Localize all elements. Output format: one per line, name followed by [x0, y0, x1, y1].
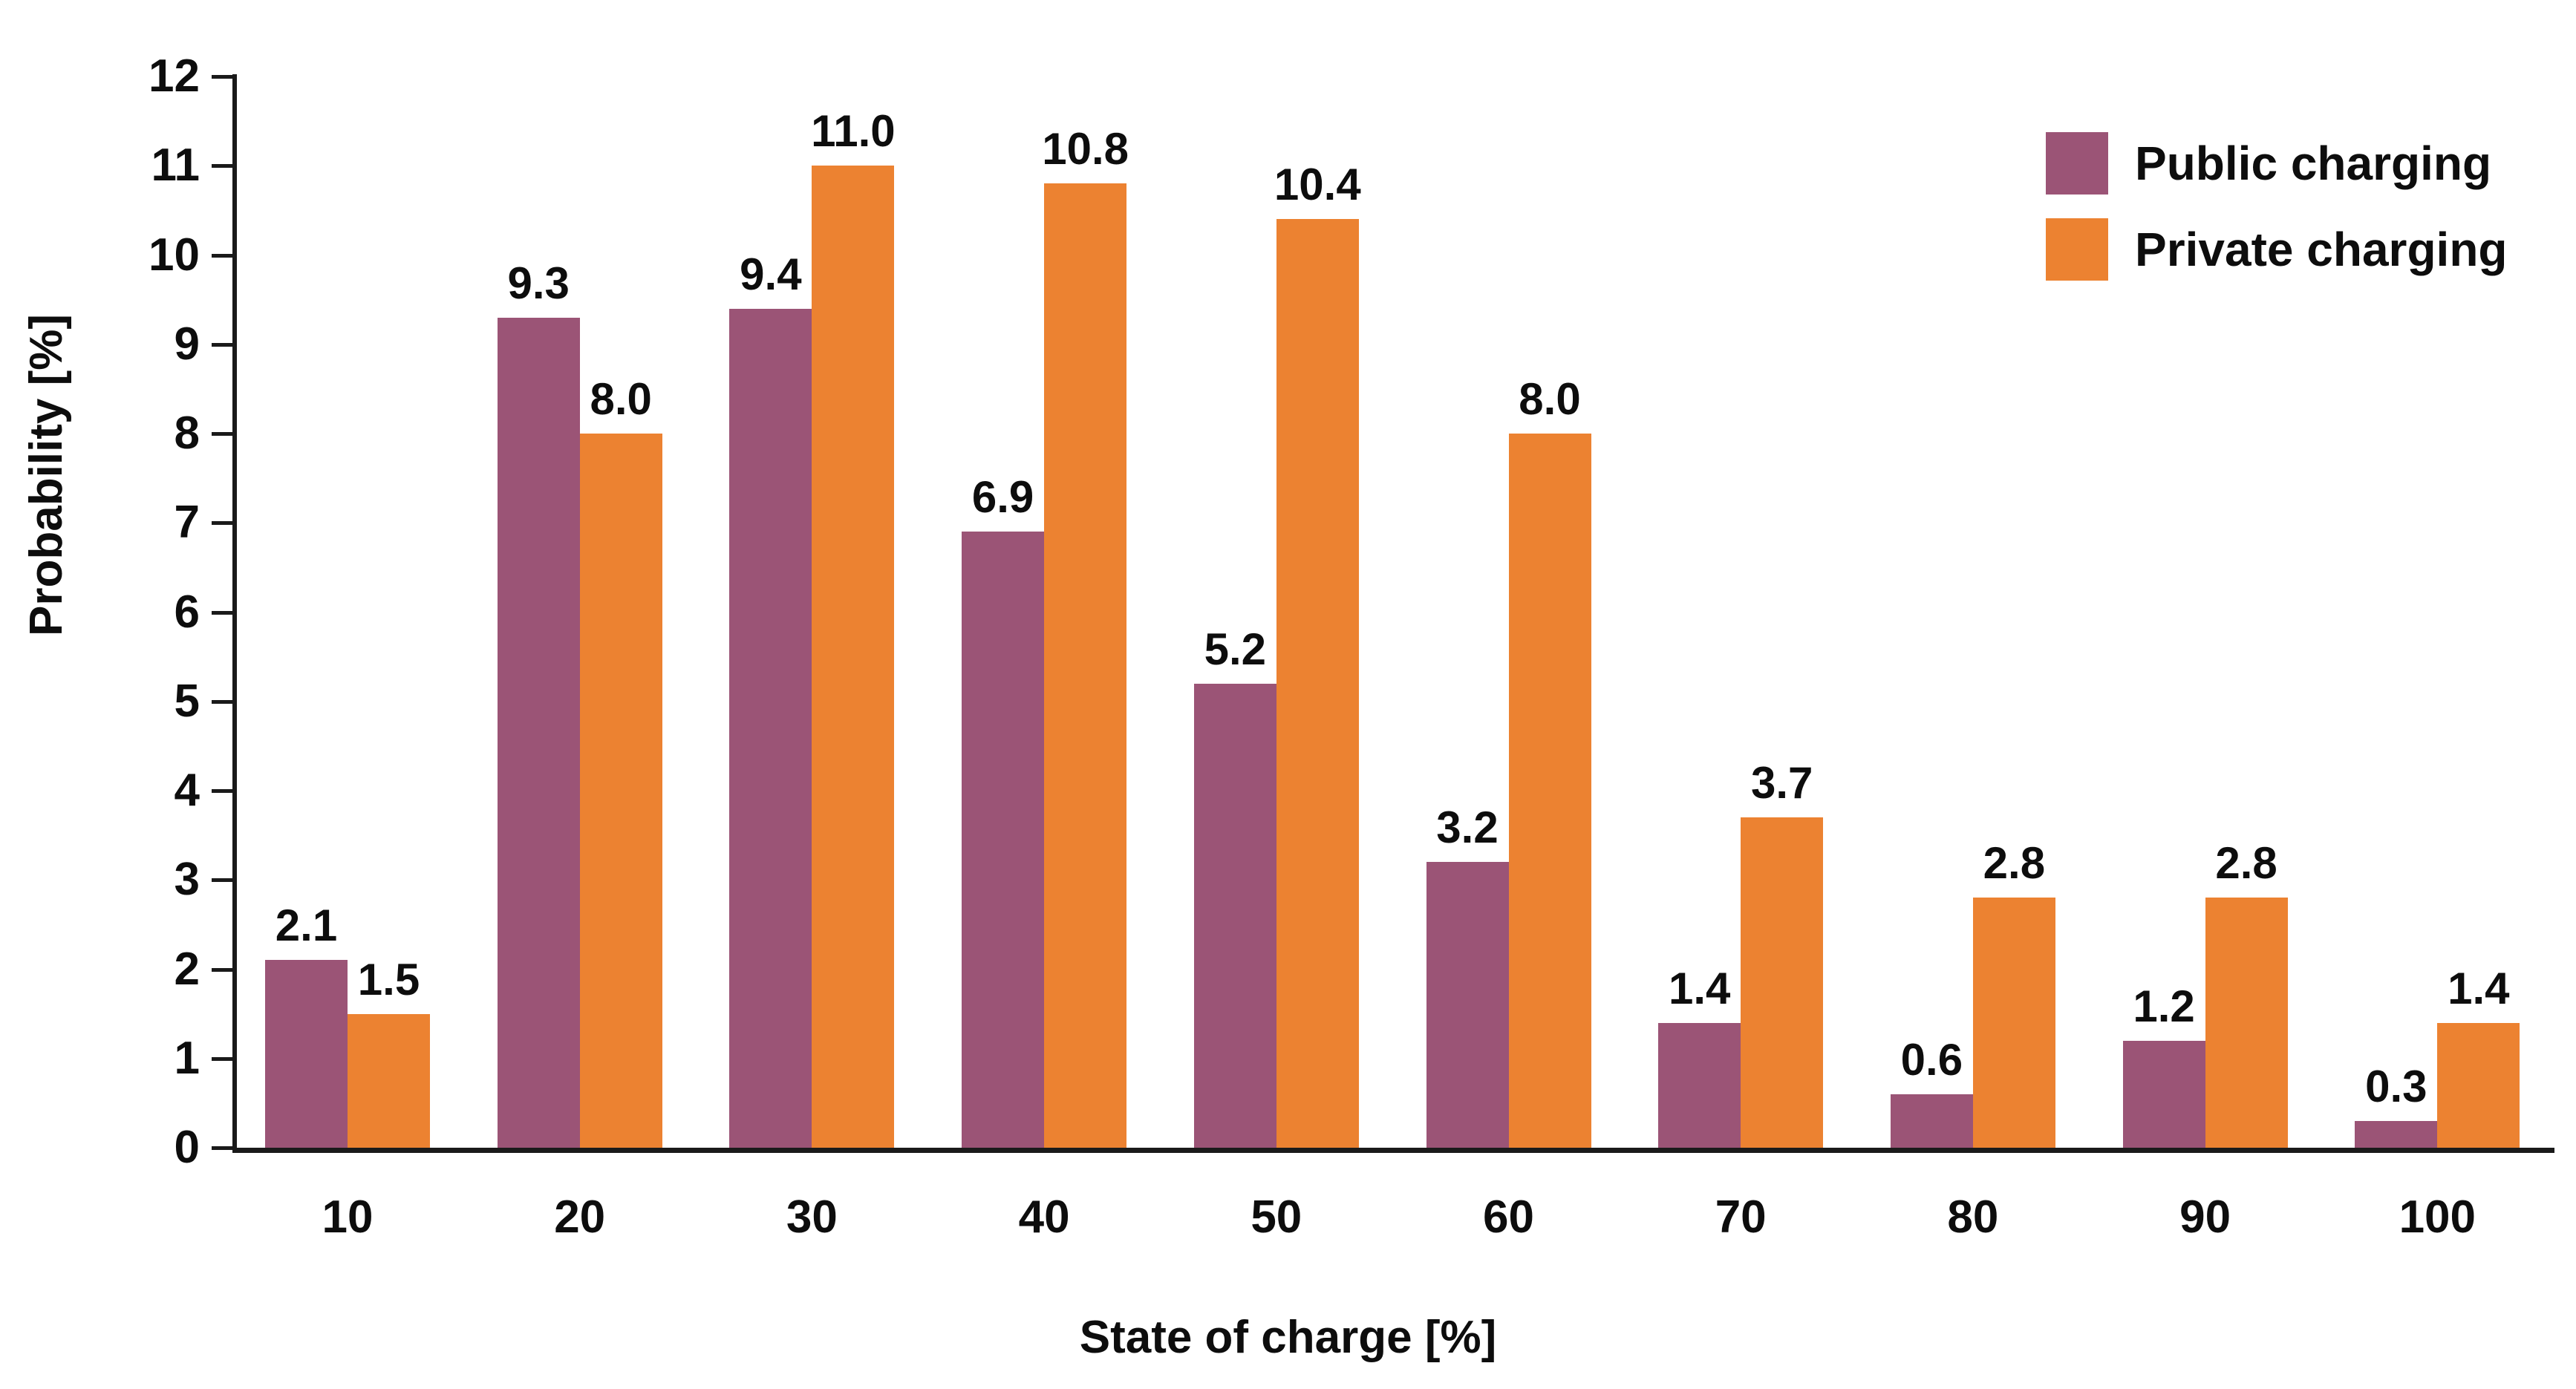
- bar-public-90: [2122, 1040, 2205, 1148]
- bar-public-80: [1890, 1094, 1973, 1148]
- legend-item-public-charging: Public charging: [2046, 132, 2508, 195]
- y-tick-label: 12: [149, 50, 200, 102]
- y-tick-label: 0: [174, 1122, 200, 1173]
- bar-private-10: [348, 1013, 430, 1148]
- legend-label: Private charging: [2135, 223, 2508, 276]
- y-tick-label: 9: [174, 318, 200, 370]
- y-tick-mark: [212, 164, 232, 169]
- x-axis-line: [232, 1148, 2554, 1153]
- x-category-label: 100: [2399, 1192, 2476, 1243]
- y-tick-label: 1: [174, 1032, 200, 1084]
- y-tick-label: 4: [174, 765, 200, 816]
- bar-value-label: 3.7: [1750, 758, 1813, 808]
- bar-value-label: 2.1: [275, 901, 338, 951]
- bar-value-label: 9.4: [740, 249, 802, 299]
- bar-public-100: [2355, 1120, 2438, 1148]
- y-tick-mark: [212, 1056, 232, 1061]
- y-axis-line: [232, 74, 237, 1152]
- bar-value-label: 1.5: [357, 954, 420, 1004]
- bar-private-30: [812, 166, 895, 1148]
- y-tick-mark: [212, 1146, 232, 1150]
- bar-value-label: 5.2: [1204, 624, 1266, 674]
- x-category-label: 40: [1018, 1192, 1070, 1243]
- y-tick-mark: [212, 253, 232, 258]
- bar-public-50: [1193, 683, 1276, 1148]
- bar-value-label: 11.0: [811, 106, 896, 157]
- x-category-label: 30: [786, 1192, 838, 1243]
- bar-private-60: [1508, 434, 1591, 1148]
- bar-value-label: 6.9: [971, 472, 1034, 523]
- bar-private-90: [2205, 898, 2288, 1148]
- y-tick-label: 3: [174, 854, 200, 906]
- y-tick-label: 5: [174, 675, 200, 727]
- bar-value-label: 9.3: [507, 258, 570, 308]
- bar-public-40: [962, 532, 1045, 1148]
- x-category-label: 90: [2179, 1192, 2231, 1243]
- x-category-label: 80: [1947, 1192, 1999, 1243]
- bar-value-label: 10.8: [1042, 124, 1129, 174]
- bar-value-label: 3.2: [1436, 803, 1499, 853]
- y-tick-label: 8: [174, 408, 200, 459]
- bar-value-label: 10.4: [1274, 160, 1361, 210]
- bar-private-40: [1044, 183, 1127, 1148]
- x-axis-title: State of charge [%]: [1079, 1312, 1497, 1363]
- y-tick-mark: [212, 342, 232, 347]
- y-tick-mark: [212, 75, 232, 79]
- y-tick-mark: [212, 699, 232, 704]
- x-category-label: 50: [1250, 1192, 1302, 1243]
- bar-private-70: [1741, 817, 1824, 1148]
- bar-value-label: 8.0: [1519, 374, 1581, 424]
- x-category-label: 70: [1715, 1192, 1767, 1243]
- bar-value-label: 0.3: [2365, 1061, 2427, 1111]
- x-category-label: 10: [322, 1192, 374, 1243]
- bar-value-label: 1.4: [1668, 963, 1731, 1013]
- x-category-label: 20: [554, 1192, 606, 1243]
- bar-private-80: [1972, 898, 2055, 1148]
- bar-public-70: [1658, 1022, 1741, 1148]
- bar-public-10: [265, 960, 348, 1148]
- bar-private-100: [2437, 1022, 2520, 1148]
- bar-value-label: 2.8: [2215, 838, 2277, 889]
- y-tick-label: 7: [174, 497, 200, 549]
- y-tick-label: 11: [151, 140, 200, 192]
- bar-public-30: [729, 308, 812, 1148]
- bar-value-label: 8.0: [590, 374, 652, 424]
- bar-value-label: 2.8: [1983, 838, 2046, 889]
- bar-private-20: [579, 434, 662, 1148]
- y-tick-mark: [212, 432, 232, 436]
- bar-public-60: [1426, 862, 1509, 1148]
- y-tick-mark: [212, 521, 232, 526]
- legend-swatch-public-charging-icon: [2046, 132, 2108, 195]
- y-tick-mark: [212, 789, 232, 793]
- bar-public-20: [497, 317, 580, 1148]
- y-tick-label: 2: [174, 943, 200, 995]
- y-tick-label: 6: [174, 586, 200, 638]
- x-category-label: 60: [1483, 1192, 1534, 1243]
- y-tick-mark: [212, 610, 232, 615]
- legend-item-private-charging: Private charging: [2046, 218, 2508, 281]
- legend-label: Public charging: [2135, 137, 2492, 190]
- bar-value-label: 1.2: [2133, 981, 2195, 1031]
- legend-swatch-private-charging-icon: [2046, 218, 2108, 281]
- y-tick-mark: [212, 878, 232, 883]
- bar-value-label: 0.6: [1900, 1034, 1963, 1085]
- bar-value-label: 1.4: [2448, 963, 2510, 1013]
- y-tick-mark: [212, 967, 232, 972]
- bar-private-50: [1276, 219, 1359, 1148]
- y-tick-label: 10: [149, 229, 200, 281]
- legend: Public charging Private charging: [2046, 132, 2508, 304]
